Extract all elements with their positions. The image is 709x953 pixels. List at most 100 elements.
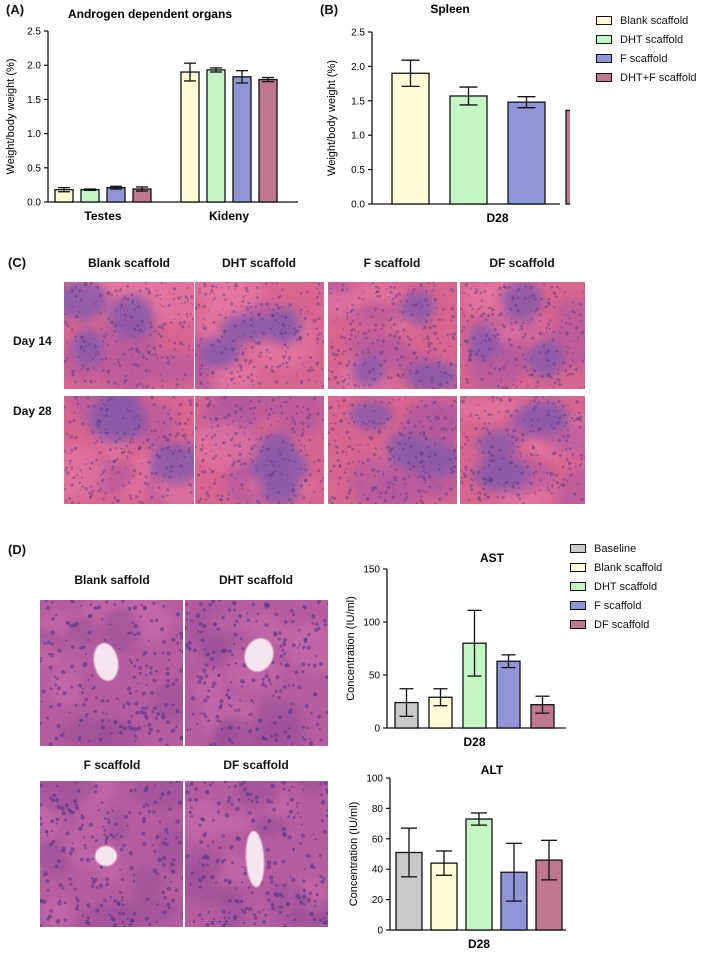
- panel-label-a: (A): [6, 2, 25, 17]
- y-tick-label: 1.5: [27, 95, 41, 106]
- spleen-micrograph-day28-df: [460, 396, 585, 504]
- c-col-label-blank: Blank scaffold: [87, 256, 171, 270]
- y-tick-label: 1.0: [27, 129, 41, 140]
- panel-label-c: (C): [8, 255, 27, 270]
- spleen-micrograph-day28-f: [328, 396, 457, 504]
- bar: [465, 818, 493, 931]
- legend-item: F scaffold: [570, 596, 662, 615]
- y-tick-label: 1.5: [351, 96, 365, 107]
- legend-swatch: [596, 73, 612, 82]
- legend-item: DF scaffold: [570, 615, 662, 634]
- y-tick-label: 100: [363, 618, 380, 629]
- liver-micrograph-blank: [40, 600, 183, 746]
- y-tick-label: 1.0: [351, 131, 365, 142]
- bar: [258, 78, 278, 203]
- y-tick-label: 0.5: [351, 165, 365, 176]
- chart-title: Androgen dependent organs: [68, 7, 232, 21]
- c-col-label-dht: DHT scaffold: [221, 256, 296, 270]
- y-tick-label: 2.5: [351, 28, 365, 39]
- legend-label: F scaffold: [620, 52, 668, 65]
- legend-item: Blank scaffold: [570, 558, 662, 577]
- d-liver-label-f: F scaffold: [83, 758, 141, 772]
- legend-item: Baseline: [570, 539, 662, 558]
- bar: [106, 186, 126, 203]
- bar: [565, 109, 570, 205]
- chart-b-spleen: Spleen Weight/body weight (%) 0.0 0.5 1.0 1.5…: [326, 2, 570, 225]
- legend-swatch: [570, 582, 586, 591]
- bar: [232, 76, 252, 203]
- y-axis-label: Concentration (IU/ml): [345, 596, 357, 701]
- d-liver-label-blank: Blank saffold: [74, 573, 150, 587]
- legend-label: DF scaffold: [594, 618, 650, 631]
- legend-label: F scaffold: [594, 599, 642, 612]
- x-tick-label: D28: [486, 211, 508, 225]
- y-tick-label: 0: [377, 926, 383, 937]
- chart-alt: ALT Concentration (IU/ml) 0 20 40 60 80 100 D28: [348, 763, 566, 951]
- y-tick-label: 20: [372, 895, 384, 906]
- legend-label: Blank scaffold: [594, 561, 663, 574]
- spleen-micrograph-day14-f: [328, 282, 457, 389]
- c-row-label-day14: Day 14: [13, 334, 52, 348]
- y-axis-label: Concentration (IU/ml): [348, 802, 360, 907]
- panel-label-d: (D): [8, 542, 27, 557]
- legend-label: Baseline: [594, 542, 637, 555]
- y-tick-label: 50: [369, 671, 381, 682]
- legend-item: DHT scaffold: [596, 30, 697, 49]
- spleen-micrograph-day14-dht: [195, 282, 324, 389]
- c-col-label-df: DF scaffold: [489, 256, 555, 270]
- liver-micrograph-df: [185, 781, 328, 927]
- bar: [206, 69, 226, 203]
- legend-swatch: [596, 16, 612, 25]
- liver-micrograph-dht: [185, 600, 328, 746]
- legend-swatch: [570, 620, 586, 629]
- legend-label: Blank scaffold: [620, 14, 689, 27]
- spleen-micrograph-day14-df: [460, 282, 585, 389]
- legend-label: DHT+F scaffold: [620, 71, 697, 84]
- panel-label-b: (B): [320, 2, 339, 17]
- legend-swatch: [596, 35, 612, 44]
- y-tick-label: 2.0: [27, 61, 41, 72]
- y-tick-label: 60: [372, 834, 384, 845]
- x-tick-label: Kideny: [209, 209, 249, 223]
- y-tick-label: 80: [372, 804, 384, 815]
- y-tick-label: 0.5: [27, 163, 41, 174]
- legend-swatch: [596, 54, 612, 63]
- legend-swatch: [570, 544, 586, 553]
- bar: [180, 71, 200, 203]
- y-tick-label: 100: [366, 774, 383, 785]
- chart-title: ALT: [481, 763, 504, 777]
- spleen-micrograph-day28-dht: [195, 396, 324, 504]
- spleen-micrograph-day14-blank: [64, 282, 194, 389]
- liver-micrograph-f: [40, 781, 183, 927]
- bar: [496, 660, 521, 729]
- d-liver-label-df: DF scaffold: [223, 758, 289, 772]
- d-liver-label-dht: DHT scaffold: [218, 573, 293, 587]
- y-tick-label: 2.5: [27, 27, 41, 38]
- y-axis-label: Weight/body weight (%): [326, 60, 338, 176]
- legend-item: DHT scaffold: [570, 577, 662, 596]
- x-tick-label: D28: [468, 937, 490, 951]
- legend-item: Blank scaffold: [596, 11, 697, 30]
- legend-item: F scaffold: [596, 49, 697, 68]
- y-tick-label: 0.0: [351, 200, 365, 211]
- y-tick-label: 150: [363, 565, 380, 576]
- chart-title: AST: [480, 551, 505, 565]
- c-row-label-day28: Day 28: [13, 404, 52, 418]
- bar: [507, 101, 546, 205]
- y-tick-label: 0.0: [27, 198, 41, 209]
- legend-swatch: [570, 601, 586, 610]
- y-tick-label: 0: [374, 724, 380, 735]
- c-col-label-f: F scaffold: [363, 256, 421, 270]
- x-tick-label: D28: [463, 735, 485, 749]
- y-tick-label: 2.0: [351, 62, 365, 73]
- chart-a-androgen-organs: Androgen dependent organs Weight/body wei…: [5, 7, 298, 223]
- chart-ast: AST Concentration (IU/ml) 0 50 100 150 D28: [345, 551, 566, 749]
- legend-bottom: Baseline Blank scaffold DHT scaffold F s…: [570, 539, 662, 634]
- y-tick-label: 40: [372, 865, 384, 876]
- bar: [391, 72, 430, 205]
- legend-label: DHT scaffold: [594, 580, 658, 593]
- x-tick-label: Testes: [84, 209, 121, 223]
- legend-swatch: [570, 563, 586, 572]
- legend-top: Blank scaffold DHT scaffold F scaffold D…: [596, 11, 697, 87]
- y-axis-label: Weight/body weight (%): [5, 59, 17, 175]
